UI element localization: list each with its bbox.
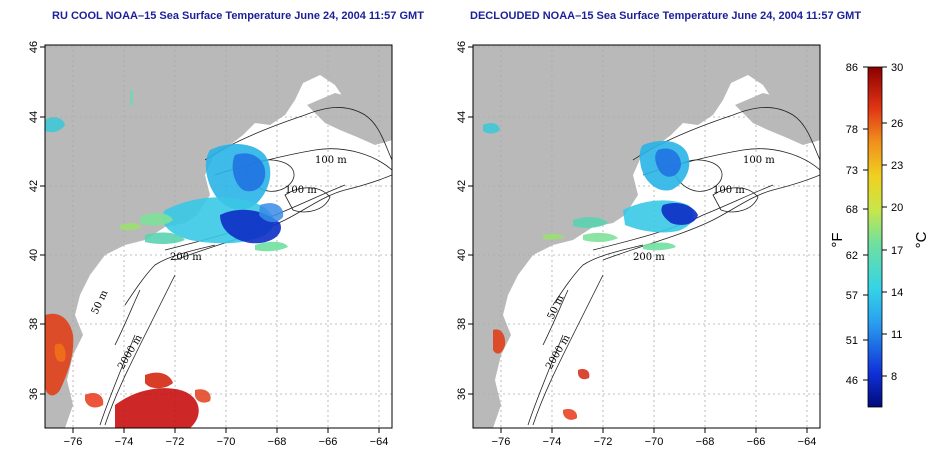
map-frame <box>44 44 393 429</box>
y-tick-label: 38 <box>456 318 468 330</box>
y-tick-label: 46 <box>28 41 40 53</box>
x-tick-label: −76 <box>64 436 83 448</box>
x-tick-label: −72 <box>166 436 185 448</box>
fahrenheit-tick-label: 57 <box>846 290 858 302</box>
contour-label: 100 m <box>285 185 317 196</box>
celsius-tick-label: 8 <box>891 371 897 383</box>
y-tick-label: 42 <box>28 180 40 192</box>
colorbar: 86 78 73 68 62 57 51 46 30 26 23 20 17 1… <box>829 62 930 408</box>
y-tick-label: 36 <box>456 388 468 400</box>
celsius-tick-label: 23 <box>891 160 903 172</box>
celsius-unit-label: °C <box>913 231 930 248</box>
contour-label: 200 m <box>170 252 202 263</box>
bathymetry-contours <box>527 107 820 426</box>
fahrenheit-tick-label: 73 <box>846 165 858 177</box>
celsius-tick-label: 30 <box>891 62 903 74</box>
land-mass <box>473 45 820 428</box>
contour-label: 100 m <box>743 155 775 166</box>
contour-label: 100 m <box>713 185 745 196</box>
celsius-tick-label: 20 <box>891 202 903 214</box>
celsius-tick-label: 26 <box>891 118 903 130</box>
celsius-tick-label: 14 <box>891 287 903 299</box>
x-tick-label: −64 <box>370 436 389 448</box>
sst-patches <box>483 122 698 420</box>
fahrenheit-tick-label: 62 <box>846 250 858 262</box>
fahrenheit-tick-label: 78 <box>846 124 858 136</box>
x-tick-label: −70 <box>217 436 236 448</box>
x-tick-label: −74 <box>543 436 562 448</box>
y-tick-label: 44 <box>28 111 40 123</box>
contour-label: 100 m <box>315 155 347 166</box>
colorbar-gradient <box>867 66 883 408</box>
y-tick-label: 40 <box>456 249 468 261</box>
x-tick-label: −64 <box>798 436 817 448</box>
x-tick-label: −72 <box>594 436 613 448</box>
celsius-tick-label: 17 <box>891 245 903 257</box>
land-mass <box>45 45 392 428</box>
right-panel-title: DECLOUDED NOAA–15 Sea Surface Temperatur… <box>470 10 862 22</box>
map-frame <box>472 44 821 429</box>
fahrenheit-tick-label: 46 <box>846 375 858 387</box>
x-tick-label: −74 <box>115 436 134 448</box>
left-map: 100 m 100 m 200 m 50 m 2000 m −76 −74 −7… <box>28 41 393 448</box>
x-tick-label: −66 <box>747 436 766 448</box>
celsius-tick-label: 11 <box>891 329 902 341</box>
x-tick-label: −76 <box>492 436 511 448</box>
y-tick-label: 38 <box>28 318 40 330</box>
x-tick-label: −68 <box>696 436 715 448</box>
contour-label: 200 m <box>633 252 665 263</box>
y-tick-label: 36 <box>28 388 40 400</box>
sst-patches <box>45 90 288 428</box>
fahrenheit-tick-label: 51 <box>846 335 858 347</box>
fahrenheit-unit-label: °F <box>829 232 846 247</box>
x-tick-label: −68 <box>268 436 287 448</box>
x-tick-label: −70 <box>645 436 664 448</box>
x-tick-label: −66 <box>319 436 338 448</box>
fahrenheit-tick-label: 68 <box>846 204 858 216</box>
right-map: 100 m 100 m 200 m 50 m 2000 m −76 −74 −7… <box>456 41 821 448</box>
y-tick-label: 44 <box>456 111 468 123</box>
y-tick-label: 40 <box>28 249 40 261</box>
y-tick-label: 42 <box>456 180 468 192</box>
fahrenheit-tick-label: 86 <box>846 62 858 74</box>
y-tick-label: 46 <box>456 41 468 53</box>
left-panel-title: RU COOL NOAA–15 Sea Surface Temperature … <box>52 10 424 22</box>
